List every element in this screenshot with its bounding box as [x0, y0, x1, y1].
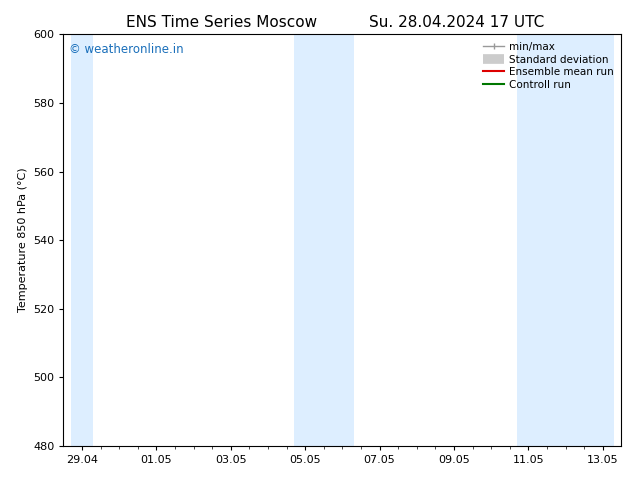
Y-axis label: Temperature 850 hPa (°C): Temperature 850 hPa (°C) — [18, 168, 27, 313]
Bar — [517, 34, 614, 446]
Text: ENS Time Series Moscow: ENS Time Series Moscow — [126, 15, 318, 30]
Bar — [294, 34, 354, 446]
Text: Su. 28.04.2024 17 UTC: Su. 28.04.2024 17 UTC — [369, 15, 544, 30]
Legend: min/max, Standard deviation, Ensemble mean run, Controll run: min/max, Standard deviation, Ensemble me… — [481, 40, 616, 93]
Text: © weatheronline.in: © weatheronline.in — [69, 43, 184, 55]
Bar — [71, 34, 93, 446]
